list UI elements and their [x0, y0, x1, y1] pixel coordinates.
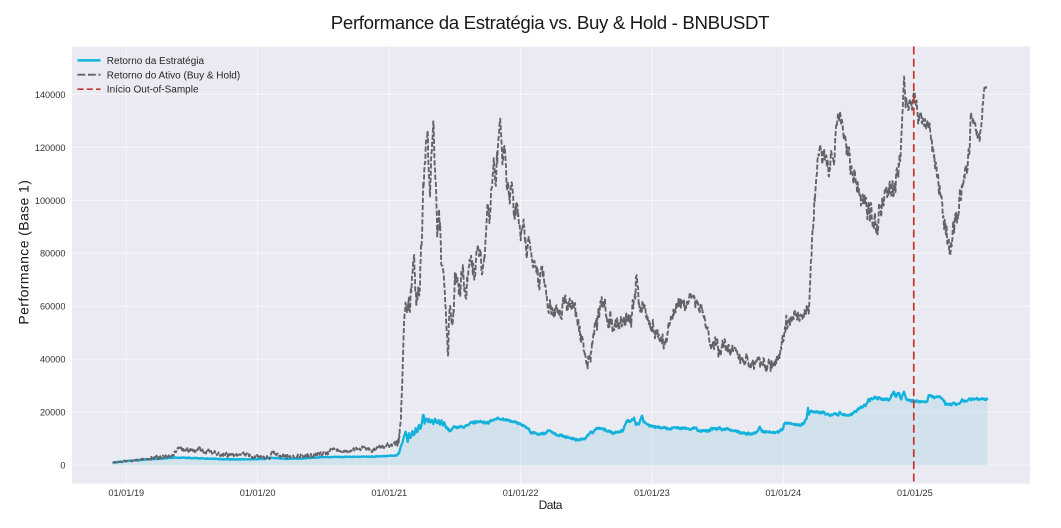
svg-text:60000: 60000 [40, 302, 66, 312]
svg-text:Retorno da Estratégia: Retorno da Estratégia [107, 56, 205, 67]
svg-text:120000: 120000 [35, 143, 66, 153]
svg-text:20000: 20000 [40, 408, 66, 418]
svg-text:0: 0 [60, 461, 65, 471]
svg-text:100000: 100000 [35, 196, 66, 206]
svg-text:Performance (Base 1): Performance (Base 1) [16, 180, 32, 325]
svg-text:01/01/20: 01/01/20 [240, 488, 276, 498]
svg-text:Performance da Estratégia vs.: Performance da Estratégia vs. Buy & Hold… [331, 12, 769, 33]
svg-text:140000: 140000 [35, 90, 66, 100]
svg-text:Data: Data [539, 498, 563, 512]
svg-text:01/01/21: 01/01/21 [371, 488, 407, 498]
svg-text:Retorno do Ativo (Buy & Hold): Retorno do Ativo (Buy & Hold) [107, 70, 240, 81]
svg-text:01/01/23: 01/01/23 [634, 488, 670, 498]
svg-text:01/01/19: 01/01/19 [108, 488, 144, 498]
svg-text:Início Out-of-Sample: Início Out-of-Sample [107, 85, 199, 96]
svg-text:40000: 40000 [40, 355, 66, 365]
svg-text:01/01/24: 01/01/24 [765, 488, 801, 498]
svg-text:01/01/22: 01/01/22 [503, 488, 539, 498]
svg-text:01/01/25: 01/01/25 [897, 488, 933, 498]
svg-text:80000: 80000 [40, 249, 66, 259]
